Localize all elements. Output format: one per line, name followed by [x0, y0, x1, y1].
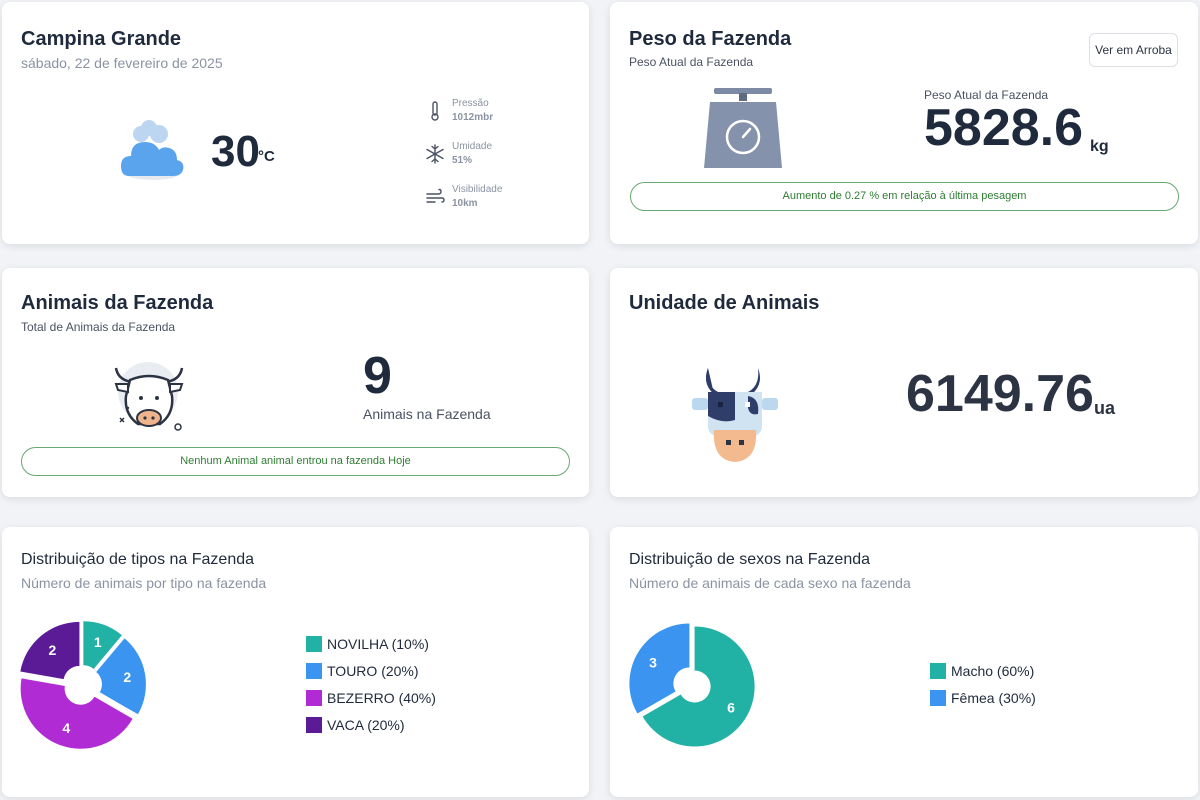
- pressure-stat: Pressão 1012mbr: [424, 98, 554, 128]
- legend-item-touro[interactable]: TOURO (20%): [306, 663, 466, 681]
- scale-icon: [704, 88, 782, 168]
- weight-card: Peso da Fazenda Peso Atual da Fazenda Ve…: [610, 2, 1198, 244]
- pie-slice-label: 3: [649, 655, 657, 671]
- weather-date: sábado, 22 de fevereiro de 2025: [21, 55, 223, 71]
- sexes-pie-chart: 63: [629, 623, 755, 747]
- legend-label: Macho (60%): [951, 663, 1035, 679]
- visibility-stat: Visibilidade 10km: [424, 184, 554, 214]
- animals-title: Animais da Fazenda: [21, 292, 214, 314]
- animals-card: Animais da Fazenda Total de Animais da F…: [2, 268, 589, 497]
- visibility-label: Visibilidade: [452, 184, 503, 195]
- view-arroba-button[interactable]: Ver em Arroba: [1089, 33, 1178, 67]
- pie-slice-label: 2: [49, 642, 57, 658]
- humidity-label: Umidade: [452, 141, 493, 152]
- pie-slice-label: 1: [94, 634, 102, 650]
- snowflake-icon: [426, 144, 444, 164]
- legend-swatch: [306, 636, 322, 652]
- legend-label: VACA (20%): [327, 717, 405, 733]
- animal-units-unit: ua: [1094, 398, 1116, 418]
- city-title: Campina Grande: [21, 28, 182, 50]
- legend-item-f-mea[interactable]: Fêmea (30%): [930, 690, 1090, 708]
- pie-slice-label: 4: [62, 720, 70, 736]
- humidity-value: 51%: [452, 155, 473, 166]
- animal-units-card: Unidade de Animais 6149.76 ua: [610, 268, 1198, 497]
- cloud-icon: [121, 120, 184, 180]
- pie-slice-f-mea: [629, 623, 690, 714]
- animals-count: 9: [363, 347, 392, 405]
- pressure-label: Pressão: [452, 98, 489, 109]
- pie-slice-label: 6: [727, 700, 735, 716]
- legend-item-bezerro[interactable]: BEZERRO (40%): [306, 690, 466, 708]
- legend-swatch: [306, 663, 322, 679]
- types-chart-title: Distribuição de tipos na Fazenda: [21, 551, 255, 568]
- legend-label: BEZERRO (40%): [327, 690, 436, 706]
- cow-head-icon: [692, 368, 778, 462]
- types-legend: NOVILHA (10%) TOURO (20%) BEZERRO (40%) VAC…: [306, 636, 486, 746]
- visibility-value: 10km: [452, 198, 478, 209]
- legend-item-macho[interactable]: Macho (60%): [930, 663, 1090, 681]
- animals-subtitle: Total de Animais da Fazenda: [21, 320, 176, 334]
- animal-units-value: 6149.76: [906, 365, 1094, 423]
- cow-face-icon: [114, 362, 184, 431]
- sexes-chart-card: Distribuição de sexos na Fazenda Número …: [610, 527, 1198, 797]
- types-pie-chart: 1 2 4 2: [20, 621, 146, 749]
- pie-slice-touro: [96, 638, 146, 715]
- types-chart-subtitle: Número de animais por tipo na fazenda: [21, 575, 267, 591]
- weight-subtitle: Peso Atual da Fazenda: [629, 55, 754, 69]
- temperature-unit: °C: [258, 148, 275, 165]
- weather-card: Campina Grande sábado, 22 de fevereiro d…: [2, 2, 589, 244]
- weight-unit: kg: [1090, 138, 1109, 155]
- weight-value: 5828.6: [924, 99, 1084, 157]
- weight-title: Peso da Fazenda: [629, 28, 792, 50]
- thermometer-icon: [431, 101, 439, 121]
- legend-swatch: [306, 690, 322, 706]
- temperature-value: 30: [211, 127, 260, 176]
- weight-value-label: Peso Atual da Fazenda: [924, 88, 1049, 102]
- animal-units-title: Unidade de Animais: [629, 292, 820, 314]
- legend-swatch: [930, 690, 946, 706]
- legend-swatch: [306, 717, 322, 733]
- legend-item-novilha[interactable]: NOVILHA (10%): [306, 636, 466, 654]
- pie-slice-novilha: [83, 621, 122, 669]
- animals-status-badge: Nenhum Animal animal entrou na fazenda H…: [21, 447, 570, 476]
- legend-item-vaca[interactable]: VACA (20%): [306, 717, 466, 735]
- animals-count-label: Animais na Fazenda: [363, 406, 491, 422]
- legend-label: TOURO (20%): [327, 663, 419, 679]
- sexes-chart-title: Distribuição de sexos na Fazenda: [629, 551, 871, 568]
- weight-status-badge: Aumento de 0.27 % em relação à última pe…: [630, 182, 1179, 211]
- humidity-stat: Umidade 51%: [424, 141, 554, 171]
- pie-slice-vaca: [20, 621, 80, 680]
- sexes-chart-subtitle: Número de animais de cada sexo na fazend…: [629, 575, 911, 591]
- pressure-value: 1012mbr: [452, 112, 494, 123]
- legend-label: Fêmea (30%): [951, 690, 1036, 706]
- types-chart-card: Distribuição de tipos na Fazenda Número …: [2, 527, 589, 797]
- legend-swatch: [930, 663, 946, 679]
- pie-slice-macho: [642, 626, 755, 747]
- wind-icon: [426, 188, 445, 203]
- sexes-legend: Macho (60%) Fêmea (30%): [930, 663, 1110, 723]
- legend-label: NOVILHA (10%): [327, 636, 429, 652]
- pie-slice-bezerro: [20, 678, 133, 749]
- pie-slice-label: 2: [123, 669, 131, 685]
